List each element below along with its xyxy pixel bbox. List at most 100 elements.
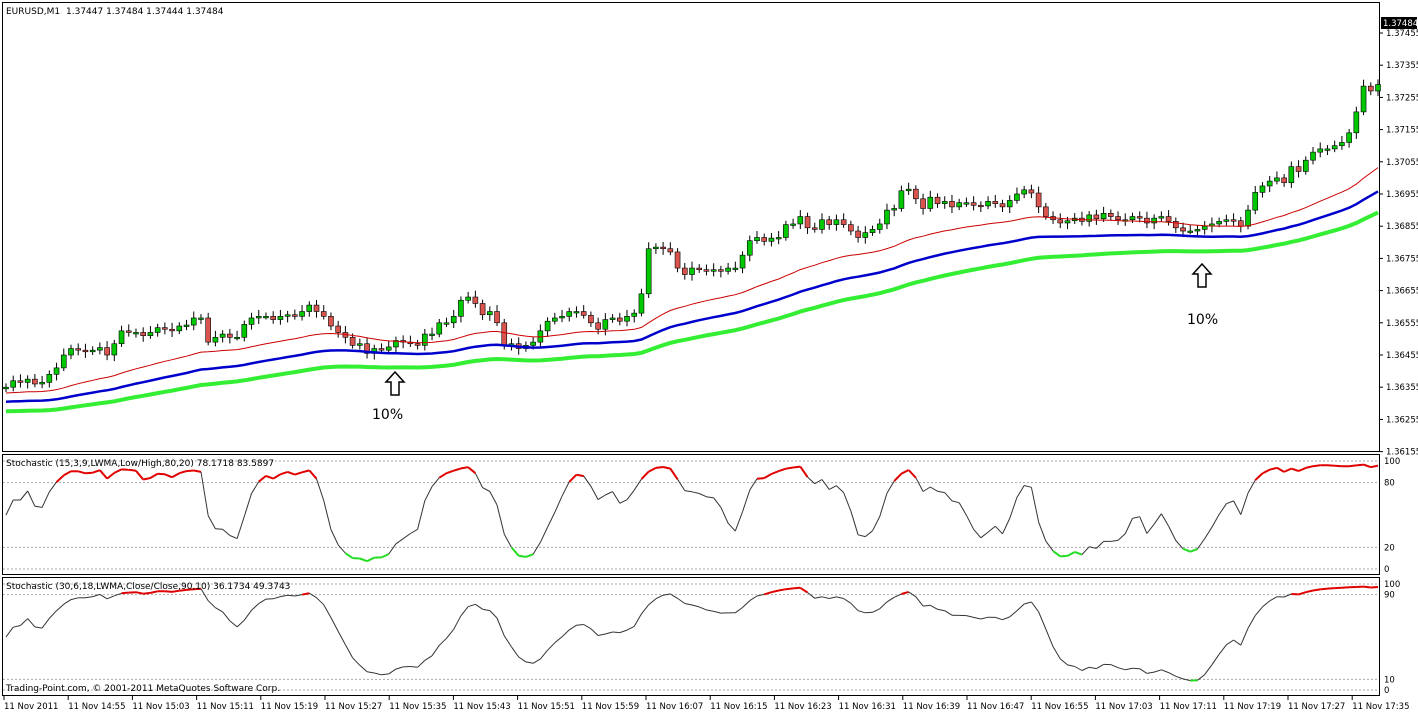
bull-candle [234,336,240,340]
annotation-10-percent-left: 10% [372,407,403,423]
stochastic-1-line [171,472,180,479]
bull-candle [357,343,363,346]
bear-candle [718,269,724,272]
stochastic-2-line [1327,587,1335,590]
bear-candle [934,196,941,204]
stochastic-1-line [1218,503,1227,515]
stochastic-2-line [1052,646,1061,660]
bear-candle [1238,220,1244,227]
stochastic-2-line [966,615,974,618]
stochastic-2-line [1370,586,1379,589]
bull-candle [24,378,31,383]
bear-candle [811,227,818,230]
time-label: 11 Nov 15:51 [518,702,575,712]
bear-candle [667,248,674,253]
bear-candle [1281,177,1287,184]
stochastic-1-line [886,480,895,494]
bull-candle [551,317,558,322]
stochastic-1-line [1074,551,1083,556]
stochastic-1-line [1132,516,1140,519]
stochastic-1-line [1160,513,1170,527]
stochastic-1-line [20,490,29,501]
stochastic-2-line [1146,671,1155,674]
bull-candle [602,319,609,330]
bull-candle [154,327,161,333]
stochastic-2-line [70,597,79,601]
bull-candle [941,201,948,204]
stochastic-1-line [330,529,339,546]
stochastic-2-line [1045,628,1054,647]
time-label: 11 Nov 17:35 [1352,702,1409,712]
bear-candle [140,332,146,336]
stochastic-1-line [590,486,599,500]
stochastic-1-line [821,479,830,490]
stochastic-1-line [937,490,945,494]
bear-candle [978,204,984,208]
bear-candle [364,343,370,354]
stochastic-1-line [561,481,570,497]
stochastic-1-line [446,469,455,475]
moving-average-blue [5,190,1379,403]
bull-candle [60,354,67,369]
bear-candle [1295,166,1302,172]
stochastic-1-line [706,496,714,499]
stochastic-2-line [576,624,584,626]
stochastic-2-line [684,603,693,606]
time-label: 11 Nov 15:59 [582,702,639,712]
stochastic-1-line [583,475,592,487]
stochastic-1-line [1240,492,1249,515]
bull-candle [1288,166,1295,184]
stochastic-2-line [20,618,29,626]
stochastic-1-line [1197,538,1206,550]
stochastic-1-line [1117,533,1126,541]
stochastic-1-line [1269,466,1278,471]
stochastic-2-line [294,594,303,597]
stochastic-1-line [381,553,390,559]
stochastic-1-line [77,470,86,475]
stochastic-1-line [1067,551,1076,557]
stochastic-2-line [1074,666,1083,671]
stochastic-1-line [200,471,209,516]
stochastic-1-line [619,499,628,504]
main-price-panel[interactable] [2,2,1380,452]
stochastic-2-line [742,600,751,608]
stochastic-1-line [1110,539,1119,542]
bull-candle [219,333,226,338]
stochastic-panel-1[interactable] [2,454,1380,575]
bull-candle [609,317,616,320]
bear-candle [82,349,89,353]
bull-candle [393,340,399,348]
stochastic-1-line [308,469,318,480]
stochastic-2-line [1139,668,1148,674]
stochastic-1-line [771,470,780,475]
stochastic-2-line [995,616,1003,621]
time-label: 11 Nov 17:27 [1288,702,1345,712]
bull-candle [1006,200,1013,208]
price-label: 1.37455 [1386,29,1418,39]
stochastic-1-line [1226,500,1234,505]
price-label: 1.36155 [1386,448,1418,458]
price-label: 1.36455 [1386,351,1418,361]
bull-candle [299,311,305,317]
stochastic-1-line [958,502,967,516]
bull-candle [241,324,248,338]
bull-candle [465,296,471,301]
stochastic-2-line [799,586,809,594]
stochastic-1-line [930,486,938,492]
time-label: 11 Nov 15:11 [197,702,254,712]
stochastic-2-line [410,666,418,668]
bull-candle [790,223,796,226]
stochastic-panel-2[interactable] [2,577,1380,696]
stochastic-2-line [886,596,895,603]
bull-candle [1317,148,1324,153]
stochastic-1-line [1276,466,1285,473]
annotation-10-percent-right: 10% [1187,312,1218,328]
stochastic-2-line [843,598,852,604]
bull-candle [559,316,565,319]
stochastic-2-line [706,609,714,612]
stochastic-2-line [200,588,209,601]
stochastic-2-line [1283,593,1292,598]
bear-candle [826,219,833,225]
